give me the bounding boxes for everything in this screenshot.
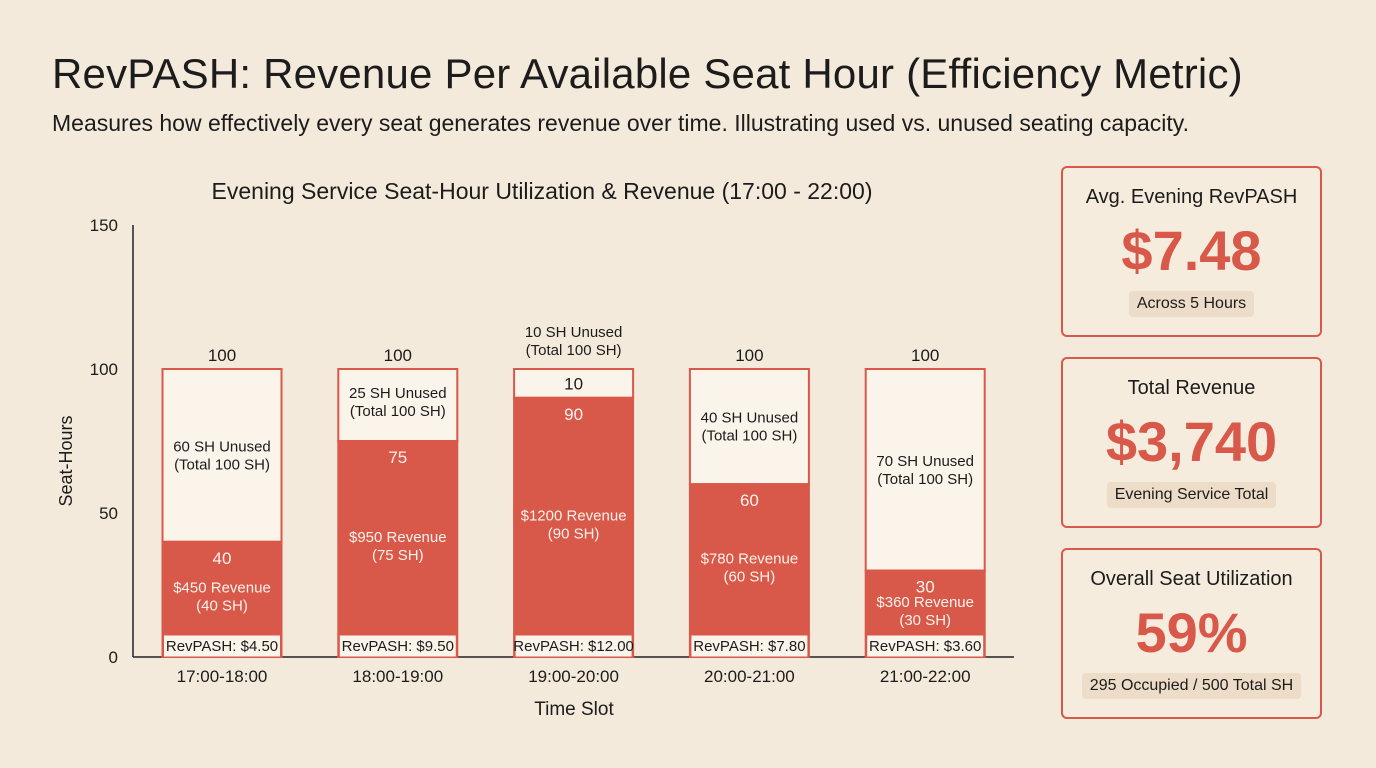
unused-total-label: (Total 100 SH) xyxy=(174,456,270,473)
page-subtitle: Measures how effectively every seat gene… xyxy=(52,110,1189,136)
occupied-segment xyxy=(513,396,635,659)
revenue-sh-label: (90 SH) xyxy=(548,525,600,542)
x-tick-label: 21:00-22:00 xyxy=(880,667,971,686)
card-value: $3,740 xyxy=(1105,410,1278,473)
card-badge: Across 5 Hours xyxy=(1128,291,1255,317)
revpash-label: RevPASH: $7.80 xyxy=(693,638,805,655)
revpash-label: RevPASH: $3.60 xyxy=(869,638,981,655)
revpash-strip xyxy=(690,634,809,658)
revenue-label: $780 Revenue xyxy=(701,551,799,568)
y-tick-label: 0 xyxy=(109,648,118,667)
occupied-count-label: 30 xyxy=(916,578,935,597)
occupied-count-label: 90 xyxy=(564,405,583,424)
x-tick-label: 18:00-19:00 xyxy=(352,667,443,686)
unused-label: 25 SH Unused xyxy=(349,385,447,402)
occupied-count-label: 75 xyxy=(388,448,407,467)
total-label: 100 xyxy=(735,346,763,365)
card-label: Avg. Evening RevPASH xyxy=(1085,186,1298,208)
unused-label: 40 SH Unused xyxy=(701,410,799,427)
unused-total-label: (Total 100 SH) xyxy=(877,471,973,488)
unused-count-label: 10 xyxy=(564,374,583,393)
revenue-label: $1200 Revenue xyxy=(521,507,627,524)
revpash-strip xyxy=(338,634,457,658)
x-tick-label: 20:00-21:00 xyxy=(704,667,795,686)
revpash-strip xyxy=(866,634,985,658)
revpash-strip xyxy=(514,634,633,658)
unused-label: 70 SH Unused xyxy=(876,453,974,470)
occupied-segment xyxy=(337,440,459,658)
unused-segment xyxy=(337,368,459,442)
x-tick-label: 19:00-20:00 xyxy=(528,667,619,686)
unused-segment xyxy=(864,368,986,572)
y-tick-label: 50 xyxy=(99,504,118,523)
x-tick-label: 17:00-18:00 xyxy=(177,667,268,686)
seat-utilization-card: Overall Seat Utilization 59% 295 Occupie… xyxy=(1061,548,1322,719)
card-badge: Evening Service Total xyxy=(1106,482,1277,508)
revpash-label: RevPASH: $4.50 xyxy=(166,638,278,655)
revpash-label: RevPASH: $9.50 xyxy=(342,638,454,655)
chart-title: Evening Service Seat-Hour Utilization & … xyxy=(212,178,873,204)
revenue-label: $950 Revenue xyxy=(349,529,447,546)
unused-total-label: (Total 100 SH) xyxy=(701,428,797,445)
revenue-label: $360 Revenue xyxy=(876,594,974,611)
card-label: Overall Seat Utilization xyxy=(1090,568,1293,590)
occupied-segment xyxy=(688,483,810,659)
y-axis-label: Seat-Hours xyxy=(56,415,76,506)
avg-revpash-card: Avg. Evening RevPASH $7.48 Across 5 Hour… xyxy=(1061,166,1322,337)
total-label: 100 xyxy=(208,346,236,365)
card-value: 59% xyxy=(1135,601,1248,664)
y-tick-label: 150 xyxy=(90,216,118,235)
page-title: RevPASH: Revenue Per Available Seat Hour… xyxy=(52,50,1243,97)
revenue-sh-label: (75 SH) xyxy=(372,547,424,564)
revenue-sh-label: (30 SH) xyxy=(899,612,951,629)
card-badge: 295 Occupied / 500 Total SH xyxy=(1081,673,1302,699)
x-axis-label: Time Slot xyxy=(534,699,614,720)
revpash-label: RevPASH: $12.00 xyxy=(513,638,634,655)
unused-total-label: (Total 100 SH) xyxy=(350,403,446,420)
total-label: 100 xyxy=(911,346,939,365)
unused-label: 60 SH Unused xyxy=(173,438,271,455)
unused-segment xyxy=(161,368,283,543)
y-tick-label: 100 xyxy=(90,360,118,379)
revenue-label: $450 Revenue xyxy=(173,579,271,596)
card-label: Total Revenue xyxy=(1127,377,1256,399)
unused-total-label: (Total 100 SH) xyxy=(526,342,622,359)
total-revenue-card: Total Revenue $3,740 Evening Service Tot… xyxy=(1061,357,1322,528)
seat-hour-chart: Evening Service Seat-Hour Utilization & … xyxy=(56,178,1014,720)
occupied-count-label: 40 xyxy=(213,549,232,568)
occupied-count-label: 60 xyxy=(740,491,759,510)
revenue-sh-label: (60 SH) xyxy=(724,569,776,586)
revpash-strip xyxy=(163,634,281,658)
revenue-sh-label: (40 SH) xyxy=(196,597,248,614)
unused-segment xyxy=(688,368,810,486)
unused-label: 10 SH Unused xyxy=(525,324,623,341)
card-value: $7.48 xyxy=(1121,219,1262,282)
total-label: 100 xyxy=(384,346,412,365)
